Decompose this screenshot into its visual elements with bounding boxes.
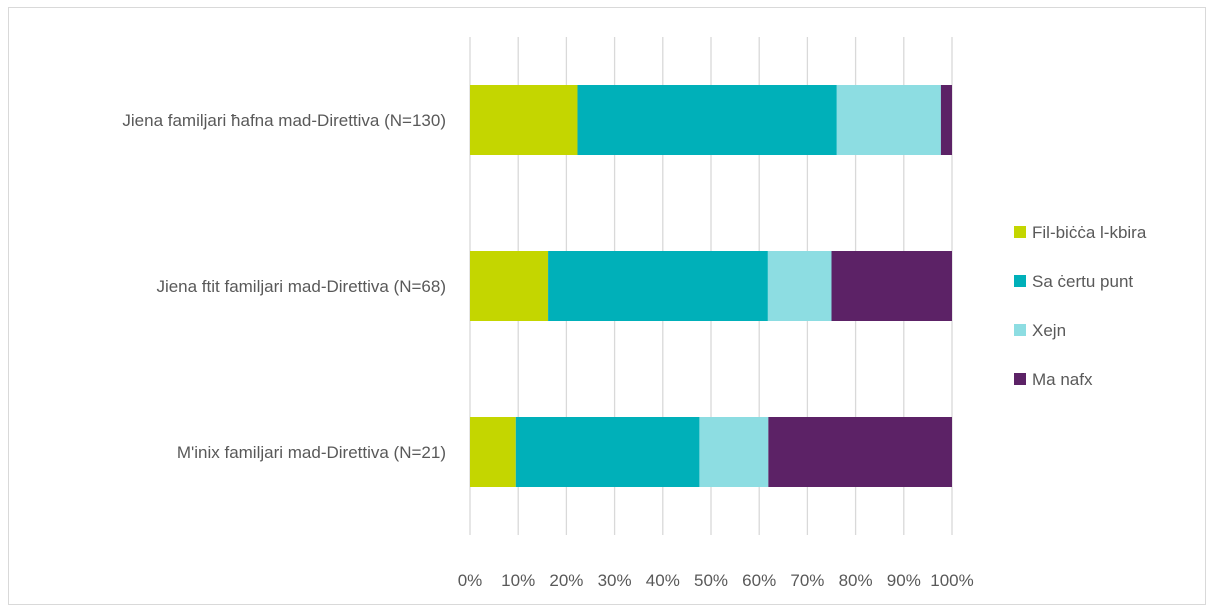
legend-label: Fil-biċċa l-kbira	[1032, 223, 1147, 242]
x-tick-label: 70%	[790, 571, 824, 590]
x-tick-label: 10%	[501, 571, 535, 590]
bar-segment	[470, 85, 578, 155]
bar-segment	[548, 251, 768, 321]
bar-segment	[831, 251, 952, 321]
legend-swatch	[1014, 324, 1026, 336]
x-tick-label: 0%	[458, 571, 483, 590]
bar-segment	[577, 85, 837, 155]
bar-segment	[836, 85, 941, 155]
bar-segment	[768, 417, 952, 487]
x-tick-label: 40%	[646, 571, 680, 590]
legend-swatch	[1014, 373, 1026, 385]
legend-swatch	[1014, 275, 1026, 287]
category-label: Jiena familjari ħafna mad-Direttiva (N=1…	[122, 111, 446, 130]
bar-segment	[699, 417, 769, 487]
category-label: Jiena ftit familjari mad-Direttiva (N=68…	[156, 277, 446, 296]
x-tick-label: 60%	[742, 571, 776, 590]
x-tick-label: 90%	[887, 571, 921, 590]
bars	[470, 85, 952, 487]
x-tick-label: 20%	[549, 571, 583, 590]
bar-segment	[515, 417, 700, 487]
x-tick-label: 50%	[694, 571, 728, 590]
bar-segment	[470, 417, 516, 487]
category-labels: Jiena familjari ħafna mad-Direttiva (N=1…	[122, 111, 446, 462]
bar-segment	[767, 251, 832, 321]
bar-segment	[940, 85, 952, 155]
x-tick-labels: 0% 10% 20% 30% 40% 50% 60% 70% 80% 90% 100%	[458, 571, 974, 590]
legend-swatch	[1014, 226, 1026, 238]
category-label: M'inix familjari mad-Direttiva (N=21)	[177, 443, 446, 462]
legend-label: Xejn	[1032, 321, 1066, 340]
legend: Fil-biċċa l-kbira Sa ċertu punt Xejn Ma naf…	[1014, 223, 1147, 389]
x-tick-label: 30%	[598, 571, 632, 590]
bar-segment	[470, 251, 549, 321]
legend-label: Ma nafx	[1032, 370, 1093, 389]
x-tick-label: 80%	[839, 571, 873, 590]
x-tick-label: 100%	[930, 571, 973, 590]
legend-label: Sa ċertu punt	[1032, 272, 1133, 291]
